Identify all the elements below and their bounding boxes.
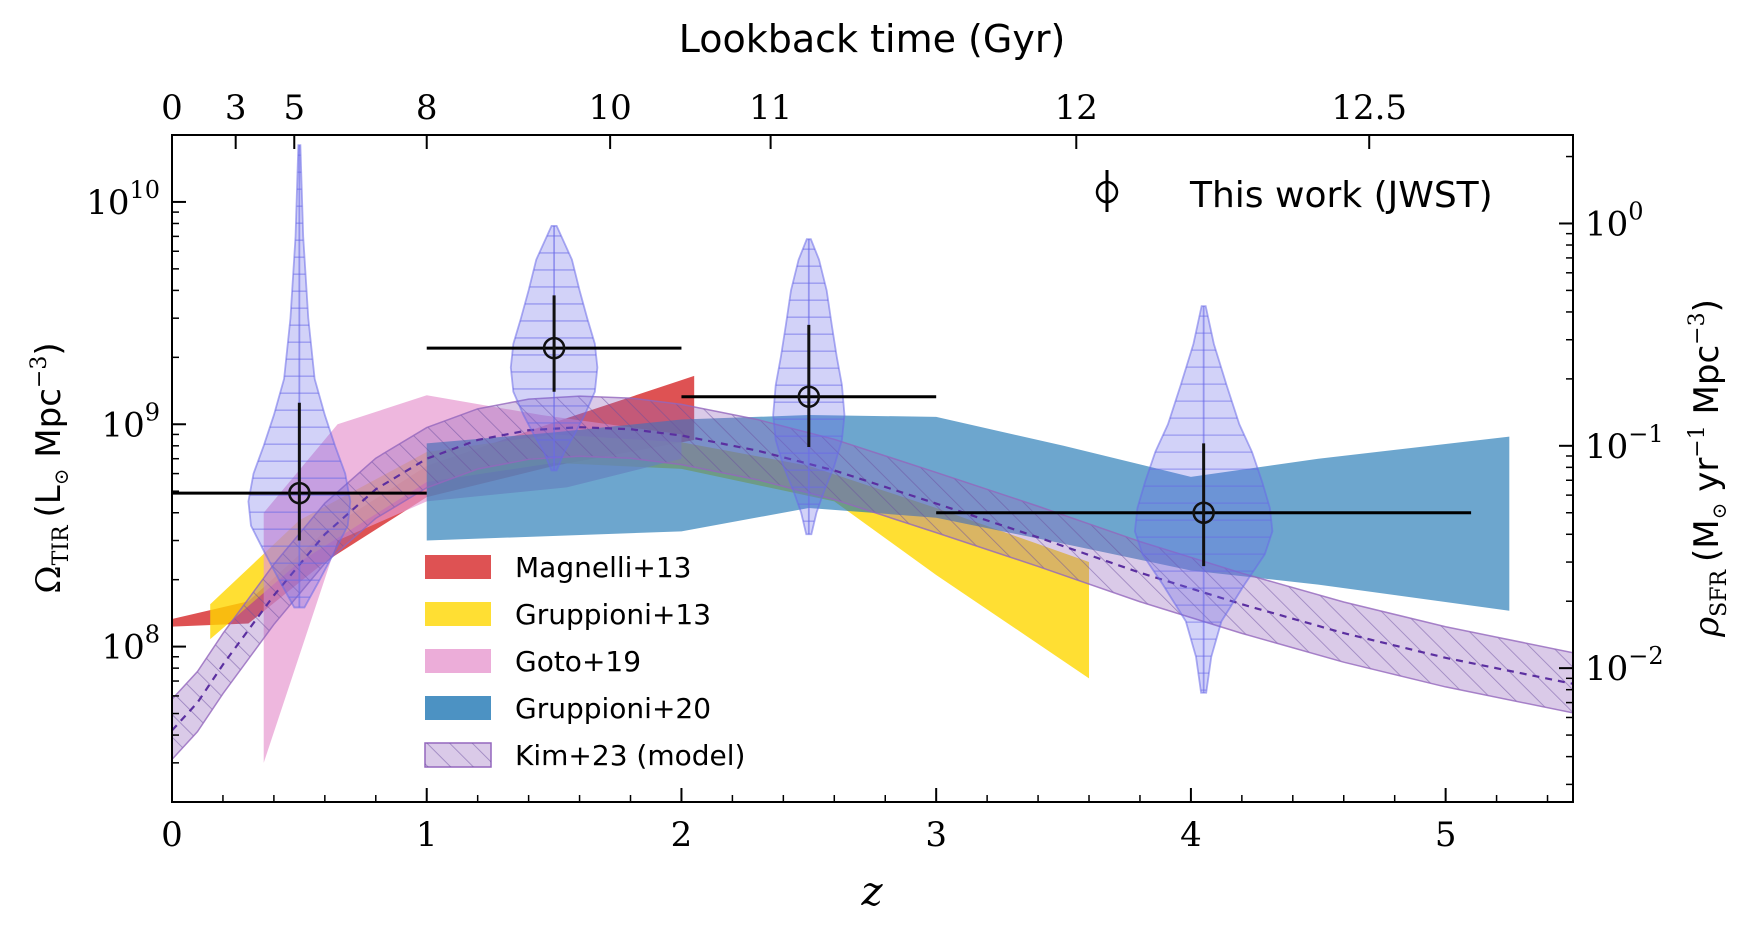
legend-label: Goto+19 — [515, 645, 641, 678]
violin-2 — [426, 225, 682, 472]
x-tick-label: 2 — [671, 815, 693, 855]
plot-area — [172, 144, 1573, 763]
legend-swatch-hatch — [425, 743, 491, 767]
x-tick-label: 4 — [1180, 815, 1202, 855]
legend-this-work: This work (JWST) — [1095, 170, 1493, 216]
legend-swatch — [425, 555, 491, 579]
ticks: 0 1 2 3 4 50 3 5 8 10 11 12 12.5108109101010010−110−… — [86, 88, 1663, 855]
legend: Magnelli+13 Gruppioni+13 Goto+19 Gruppioni+… — [424, 551, 745, 772]
violin-1 — [172, 144, 427, 609]
top-tick-label: 12 — [1055, 88, 1098, 128]
top-tick-label: 10 — [588, 88, 631, 128]
model-median-line — [172, 426, 1573, 732]
legend-label: Kim+23 (model) — [515, 739, 745, 772]
legend-this-work-label: This work (JWST) — [1189, 175, 1493, 216]
top-axis-title: Lookback time (Gyr) — [679, 17, 1066, 61]
violin-3 — [681, 238, 937, 536]
legend-swatch — [425, 649, 491, 673]
legend-item-gruppioni-20: Gruppioni+20 — [425, 692, 711, 725]
top-tick-label: 5 — [283, 88, 305, 128]
right-tick-label: 10−1 — [1585, 420, 1664, 467]
legend-item-gruppioni-13: Gruppioni+13 — [425, 598, 711, 631]
x-tick-label: 0 — [161, 815, 183, 855]
top-tick-label: 3 — [225, 88, 247, 128]
legend-this-work-marker — [1095, 180, 1119, 204]
band-hatch-kim-23-model — [172, 395, 1573, 761]
right-axis-title: ρSFR(M⊙ yr−1 Mpc−3) — [1685, 299, 1732, 638]
left-axis-title: ΩTIR(L⊙ Mpc−3) — [27, 342, 74, 593]
legend-item-goto-19: Goto+19 — [425, 645, 641, 678]
x-axis-title: z — [860, 869, 883, 915]
x-tick-label: 5 — [1435, 815, 1457, 855]
data-point — [288, 481, 311, 505]
left-tick-label: 109 — [101, 398, 160, 445]
top-tick-label: 0 — [161, 88, 183, 128]
x-tick-label: 3 — [925, 815, 947, 855]
data-point — [1192, 501, 1215, 524]
x-tick-label: 1 — [416, 815, 438, 855]
axes-frame — [171, 134, 1574, 803]
legend-swatch — [425, 602, 491, 626]
top-tick-label: 8 — [416, 88, 438, 128]
legend-label: Gruppioni+20 — [515, 692, 711, 725]
data-point — [542, 336, 566, 360]
right-tick-label: 10−2 — [1585, 642, 1664, 689]
legend-item-magnelli-13: Magnelli+13 — [425, 551, 692, 584]
right-tick-label: 100 — [1585, 197, 1644, 244]
top-tick-label: 12.5 — [1331, 88, 1407, 128]
legend-item-kim-23-model: Kim+23 (model) — [424, 739, 745, 772]
legend-label: Magnelli+13 — [515, 551, 692, 584]
legend-label: Gruppioni+13 — [515, 598, 711, 631]
top-tick-label: 11 — [749, 88, 792, 128]
data-point — [797, 385, 821, 408]
left-tick-label: 1010 — [86, 176, 160, 223]
legend-swatch — [425, 696, 491, 720]
left-tick-label: 108 — [101, 621, 160, 668]
